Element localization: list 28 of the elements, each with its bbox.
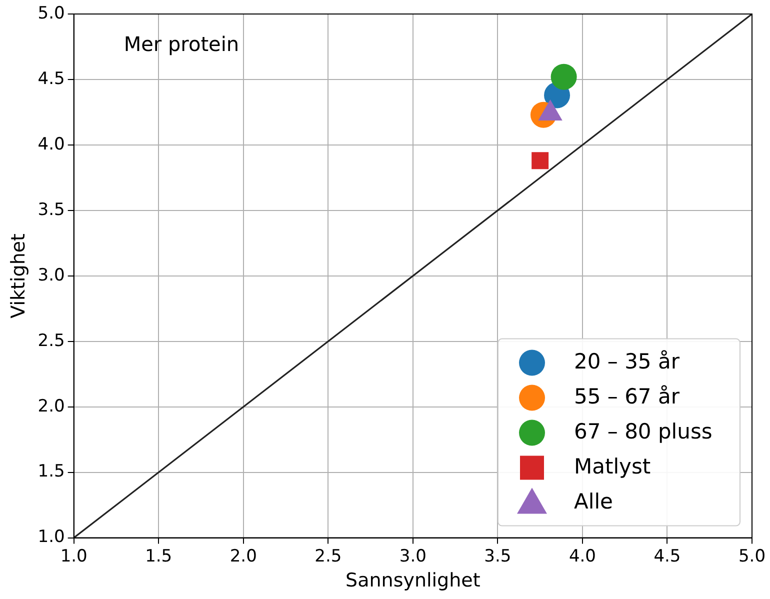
x-tick-label: 4.5 (654, 546, 681, 566)
x-tick-label: 2.5 (314, 546, 342, 566)
x-tick-label: 2.0 (230, 546, 257, 566)
legend-label: 20 – 35 år (574, 349, 680, 374)
x-tick-label: 1.0 (60, 546, 88, 566)
y-tick-label: 4.0 (38, 134, 65, 154)
y-tick-label: 1.0 (38, 527, 65, 548)
y-tick-label: 2.0 (38, 396, 65, 416)
legend-label: 67 – 80 pluss (574, 419, 712, 444)
legend-label: Matlyst (574, 454, 651, 478)
legend-label: 55 – 67 år (574, 384, 680, 408)
x-tick-label: 3.0 (399, 546, 426, 566)
point (550, 64, 577, 90)
x-tick-label: 3.5 (484, 546, 512, 566)
annotation: Mer protein (124, 32, 240, 56)
y-tick-label: 5.0 (38, 3, 65, 24)
y-tick-label: 3.5 (38, 200, 65, 220)
x-tick-label: 1.5 (145, 546, 172, 566)
x-axis-title: Sannsynlighet (346, 570, 480, 592)
y-tick-label: 1.5 (38, 462, 65, 482)
x-tick-label: 5.0 (738, 546, 766, 566)
y-tick-label: 2.5 (38, 330, 65, 351)
legend-label: Alle (574, 489, 613, 514)
y-tick-label: 4.5 (38, 68, 65, 89)
x-tick-label: 4.0 (568, 546, 596, 566)
y-axis-title: Viktighet (7, 233, 30, 318)
point (532, 152, 549, 170)
y-tick-label: 3.0 (38, 265, 65, 286)
